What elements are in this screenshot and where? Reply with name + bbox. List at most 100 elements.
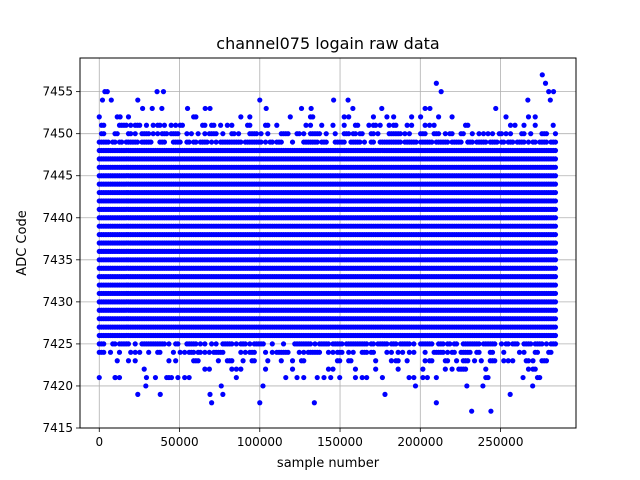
data-point bbox=[177, 349, 183, 355]
data-point bbox=[552, 231, 559, 238]
data-point bbox=[346, 349, 352, 355]
data-point bbox=[552, 147, 559, 154]
data-point bbox=[260, 341, 266, 347]
data-point bbox=[116, 349, 123, 355]
data-point bbox=[384, 341, 390, 347]
data-point bbox=[339, 349, 345, 355]
data-point bbox=[197, 341, 203, 347]
data-point bbox=[269, 349, 275, 355]
data-point bbox=[132, 341, 138, 347]
data-point bbox=[476, 349, 482, 355]
data-point bbox=[233, 341, 239, 347]
data-point bbox=[447, 341, 453, 347]
data-point bbox=[348, 358, 354, 364]
data-point bbox=[233, 366, 239, 372]
data-point bbox=[337, 358, 343, 364]
data-point bbox=[197, 349, 203, 355]
data-point bbox=[404, 358, 410, 364]
data-point bbox=[238, 349, 244, 355]
data-point bbox=[395, 349, 401, 355]
data-point bbox=[262, 349, 269, 355]
data-point bbox=[411, 341, 417, 347]
data-point bbox=[552, 189, 559, 196]
data-point bbox=[364, 349, 370, 355]
data-point bbox=[552, 290, 559, 297]
data-point bbox=[229, 341, 235, 347]
data-point bbox=[521, 349, 527, 355]
data-point bbox=[195, 358, 201, 364]
data-point bbox=[489, 349, 496, 355]
data-point bbox=[370, 341, 377, 347]
data-point bbox=[269, 341, 275, 347]
data-point bbox=[552, 248, 559, 255]
data-point bbox=[534, 349, 541, 355]
data-point bbox=[552, 265, 559, 271]
data-point bbox=[501, 358, 507, 364]
data-point bbox=[107, 349, 114, 355]
data-point bbox=[420, 366, 426, 372]
data-point bbox=[247, 341, 253, 347]
data-point bbox=[307, 341, 314, 347]
data-point bbox=[325, 366, 332, 372]
data-point bbox=[505, 358, 511, 364]
data-point bbox=[101, 349, 107, 355]
data-point bbox=[364, 341, 370, 347]
data-point bbox=[395, 366, 401, 372]
data-point bbox=[462, 366, 469, 372]
data-point bbox=[146, 349, 152, 355]
data-point bbox=[220, 349, 226, 355]
data-point bbox=[467, 349, 473, 355]
data-point bbox=[552, 240, 559, 246]
data-point bbox=[492, 358, 498, 364]
data-point bbox=[242, 341, 248, 347]
data-point bbox=[552, 316, 559, 322]
data-point bbox=[453, 358, 460, 364]
data-point bbox=[373, 358, 379, 364]
data-point bbox=[125, 358, 132, 364]
data-point bbox=[175, 341, 181, 347]
data-point bbox=[285, 349, 291, 355]
data-point bbox=[440, 341, 446, 347]
data-point bbox=[471, 358, 478, 364]
data-point bbox=[532, 366, 538, 372]
data-point bbox=[229, 358, 235, 364]
data-point bbox=[213, 341, 219, 347]
data-point bbox=[422, 349, 428, 355]
data-point bbox=[548, 349, 554, 355]
data-point bbox=[202, 349, 208, 355]
data-point bbox=[400, 349, 406, 355]
data-point bbox=[350, 349, 356, 355]
data-point bbox=[202, 341, 208, 347]
data-point bbox=[449, 366, 455, 372]
data-point bbox=[552, 164, 559, 170]
data-point bbox=[388, 349, 395, 355]
data-point bbox=[157, 349, 163, 355]
data-points-layer bbox=[96, 72, 559, 414]
data-point bbox=[193, 341, 199, 347]
data-point bbox=[552, 307, 559, 313]
data-point bbox=[516, 349, 523, 355]
data-point bbox=[552, 198, 559, 204]
data-point bbox=[552, 299, 559, 305]
data-point bbox=[265, 358, 271, 364]
data-point bbox=[552, 257, 559, 263]
data-point bbox=[170, 349, 177, 355]
data-point bbox=[552, 215, 559, 221]
data-point bbox=[552, 173, 559, 179]
data-point bbox=[114, 358, 120, 364]
data-point bbox=[301, 349, 307, 355]
data-point bbox=[242, 349, 248, 355]
data-point bbox=[330, 349, 336, 355]
data-point bbox=[112, 341, 118, 347]
data-point bbox=[182, 349, 188, 355]
data-point bbox=[510, 358, 516, 364]
data-point bbox=[330, 366, 336, 372]
data-point bbox=[440, 349, 446, 355]
data-point bbox=[312, 341, 318, 347]
data-point bbox=[476, 341, 482, 347]
data-point bbox=[137, 349, 143, 355]
data-point bbox=[352, 366, 359, 372]
data-point bbox=[552, 282, 559, 288]
data-point bbox=[339, 341, 345, 347]
